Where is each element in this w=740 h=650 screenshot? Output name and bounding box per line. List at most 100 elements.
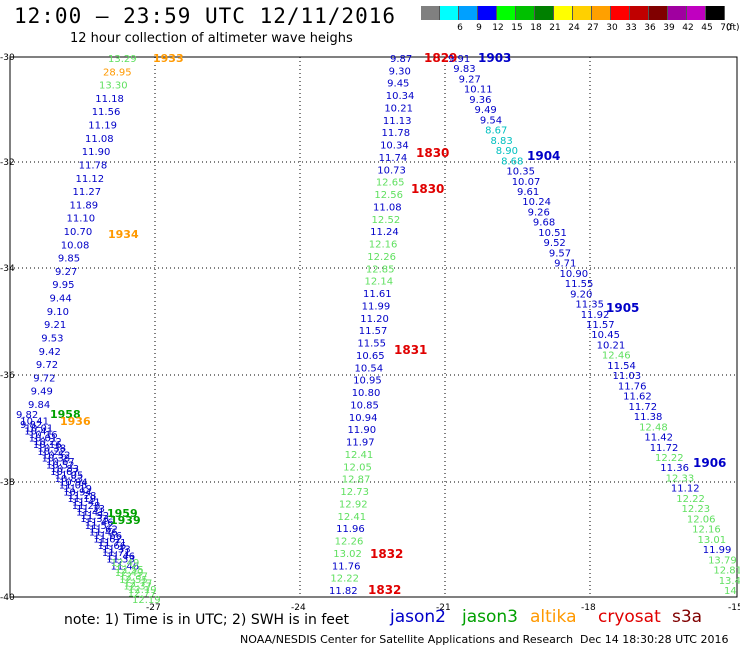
track-time-label: 1936 [60,415,91,428]
track-value: 11.33 [80,514,109,525]
track-value: 10.34 [386,91,415,102]
track-value: 11.18 [95,94,124,105]
track-value: 12.85 [366,264,395,275]
track-value: 11.36 [660,463,689,474]
track-value: 11.92 [581,310,610,321]
track-value: 10.11 [464,85,493,96]
track-value: 12.06 [687,514,716,525]
scale-label: 9 [476,23,482,33]
track-value: 12.19 [132,595,161,606]
credit-text: NOAA/NESDIS Center for Satellite Applica… [240,633,574,646]
track-value: 12.19 [128,585,157,596]
track-value: 12.22 [655,453,684,464]
track-value: 9.27 [459,74,481,85]
track-value: 9.83 [453,64,475,75]
track-value: 12.41 [338,512,367,523]
longitude-label: -24 [291,603,306,613]
track-value: 12.48 [639,422,668,433]
track-value: 11.41 [76,508,105,519]
track-value: 13.30 [99,81,128,92]
track-value: 11.76 [618,381,647,392]
page-title: 12:00 – 23:59 UTC 12/11/2016 [14,4,397,28]
track-value: 10.16 [29,430,58,441]
track-value: 12.49 [115,568,144,579]
track-time-label: 1906 [693,456,726,470]
track-value: 13.02 [333,549,362,560]
track-value: 9.71 [554,259,576,270]
track-value: 9.36 [469,95,491,106]
track-value: 9.49 [475,105,497,116]
scale-swatch [535,6,554,20]
scale-swatch [478,6,497,20]
track-time-label: 1939 [110,514,141,527]
track-value: 11.10 [67,214,96,225]
track-value: 12.49 [111,558,140,569]
scale-unit: (ft) [726,23,740,33]
track-value: 12.26 [335,537,364,548]
track-value: 12.77 [128,588,157,599]
track-value: 9.54 [480,115,502,126]
track-value: 12.46 [602,351,631,362]
track-value: 12.65 [376,178,405,189]
track-value: 9.57 [549,248,571,259]
track-value: 12.55 [119,575,148,586]
track-value: 12.14 [364,277,393,288]
scale-swatch [516,6,535,20]
track-value: 10.45 [591,330,620,341]
scale-swatch [459,6,478,20]
track-value: 11.19 [88,121,117,132]
scale-swatch [554,6,573,20]
track-value: 12.37 [123,582,152,593]
track-time-label: 1903 [478,51,511,65]
track-value: 10.80 [352,388,381,399]
track-value: 10.22 [37,447,66,458]
track-value: 12.92 [339,499,368,510]
track-value: 13.79 [708,555,737,566]
track-value: 11.05 [55,471,84,482]
track-value: 9.26 [528,207,550,218]
track-value: 10.95 [353,376,382,387]
track-value: 11.72 [628,402,657,413]
track-value: 11.28 [68,491,97,502]
track-value: 13.01 [697,535,726,546]
track-value: 10.94 [63,487,92,498]
scale-label: 30 [606,23,618,33]
track-value: 12.05 [343,462,372,473]
scale-swatch [573,6,592,20]
track-value: 9.21 [44,320,66,331]
track-value: 10.67 [46,457,75,468]
satellite-jason2: jason2 [390,607,446,627]
satellite-altika: altika [530,607,577,627]
track-time-label: 1831 [394,343,427,357]
latitude-label: -32 [0,158,15,168]
scale-swatch [611,6,630,20]
track-value: 9.30 [389,66,411,77]
page-subtitle: 12 hour collection of altimeter wave hei… [70,31,353,46]
track-value: 11.55 [357,339,386,350]
track-value: 9.61 [517,187,539,198]
track-value: 10.90 [559,269,588,280]
track-value: 11.12 [671,484,700,495]
scale-label: 18 [530,23,542,33]
track-value: 10.83 [50,464,79,475]
track-time-label: 1934 [108,228,139,241]
track-value: 10.38 [42,454,71,465]
track-time-label: 1904 [527,149,560,163]
track-value: 11.33 [76,504,105,515]
track-value: 11.99 [362,301,391,312]
satellite-jason3: jason3 [462,607,518,627]
track-time-label: 1832 [368,583,401,597]
track-value: 9.91 [448,54,470,65]
track-value: 11.08 [85,134,114,145]
track-value: 11.13 [383,116,412,127]
track-value: 11.42 [644,433,673,444]
track-time-label: 1832 [370,547,403,561]
track-value: 12.16 [369,240,398,251]
track-value: 9.45 [387,79,409,90]
track-time-label: 1905 [606,301,639,315]
track-value: 10.85 [350,400,379,411]
track-value: 11.46 [89,528,118,539]
track-value: 13.29 [108,54,137,65]
track-value: 9.68 [533,218,555,229]
track-value: 9.49 [31,387,53,398]
